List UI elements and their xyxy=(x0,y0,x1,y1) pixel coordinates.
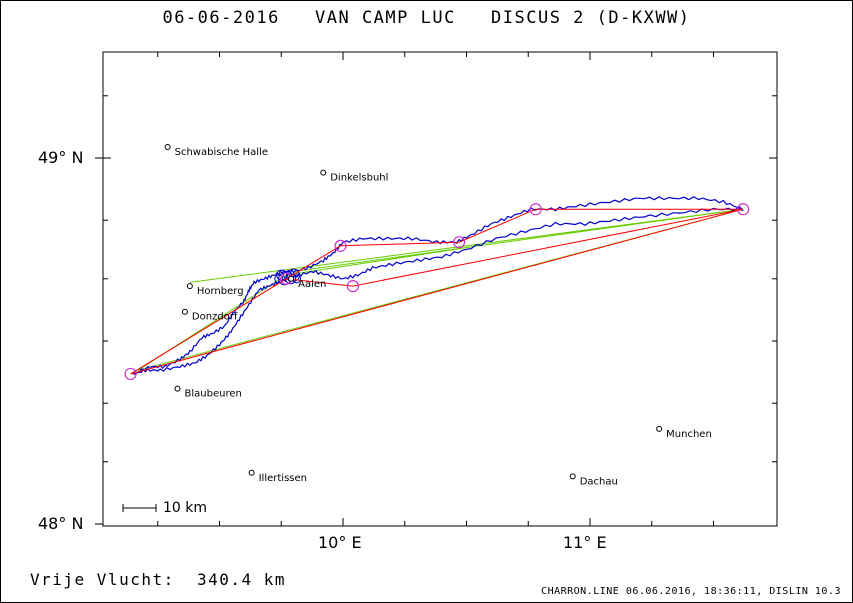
turnpoint-marker xyxy=(529,203,542,216)
town-marker xyxy=(181,308,188,315)
route-line xyxy=(130,208,744,375)
turnpoint-marker xyxy=(346,280,359,293)
turnpoint-marker xyxy=(452,236,466,249)
town-marker xyxy=(569,473,576,480)
town-label: Schwabische Halle xyxy=(175,147,268,158)
flight-title: 06-06-2016 VAN CAMP LUC DISCUS 2 (D-KXWW… xyxy=(162,8,691,28)
axis-ticks xyxy=(95,52,777,526)
lon-label-11: 11° E xyxy=(563,533,607,552)
scale-bar xyxy=(122,504,157,512)
lon-label-10: 10° E xyxy=(318,533,362,552)
town-label: Illertissen xyxy=(259,473,307,484)
town-label: Dinkelsbuhl xyxy=(330,173,388,184)
town-marker xyxy=(320,169,327,176)
towns: Schwabische Halle Dinkelsbuhl Hornberg Donz… xyxy=(164,144,712,487)
optimised-route xyxy=(130,208,744,375)
town-marker xyxy=(164,144,171,151)
map-frame xyxy=(102,51,778,527)
scale-bar-label: 10 km xyxy=(163,500,208,516)
town-label: Hornberg xyxy=(197,286,244,297)
turnpoint-marker xyxy=(334,239,347,252)
town-marker xyxy=(656,425,663,432)
town-label: Aalen xyxy=(298,279,326,290)
town-label: Donzdorf xyxy=(192,312,238,323)
town-marker xyxy=(288,275,295,282)
town-label: Blaubeuren xyxy=(185,389,242,400)
software-footer: CHARRON.LINE 06.06.2016, 18:36:11, DISLI… xyxy=(541,586,841,597)
lat-label-49: 49° N xyxy=(38,148,84,167)
track-line xyxy=(132,196,744,375)
turnpoint-marker xyxy=(737,203,750,216)
town-label: Dachau xyxy=(580,476,618,487)
town-marker xyxy=(174,385,181,392)
turnpoint-marker xyxy=(124,367,137,381)
distance-summary: Vrije Vlucht: 340.4 km xyxy=(30,570,287,589)
lat-label-48: 48° N xyxy=(38,514,84,533)
town-label: Munchen xyxy=(666,429,712,440)
town-marker xyxy=(186,283,193,290)
town-marker xyxy=(248,469,255,476)
